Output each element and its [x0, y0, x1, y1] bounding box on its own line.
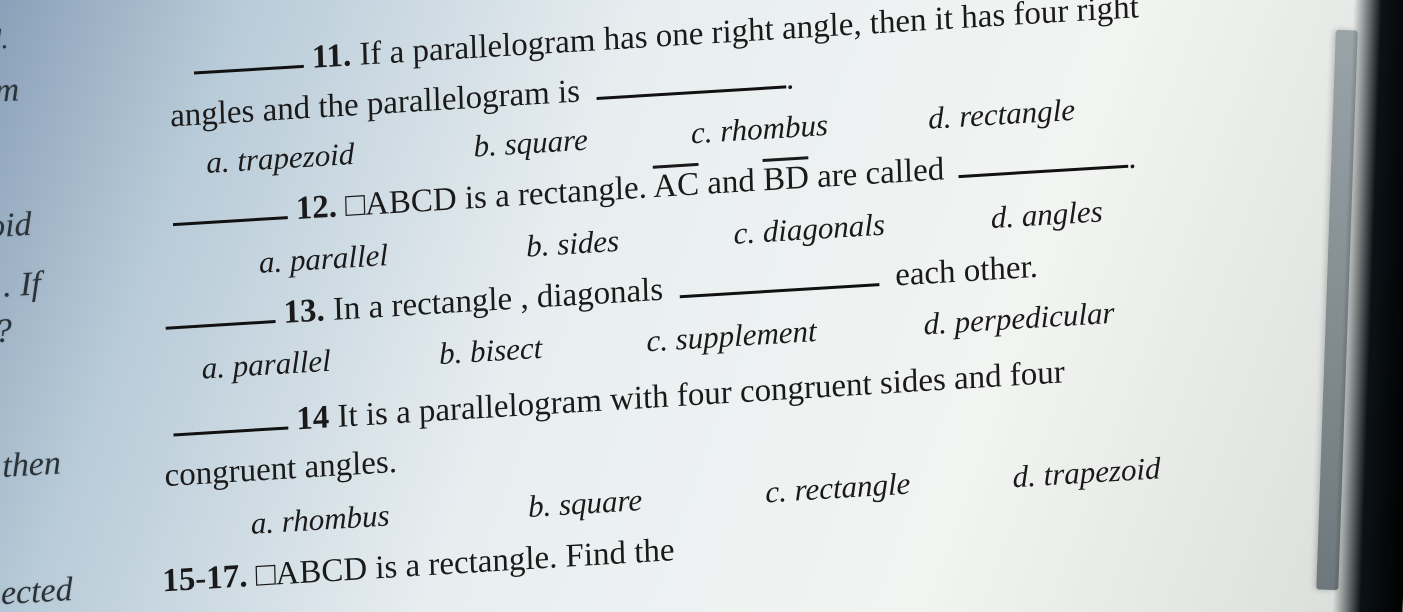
answer-blank-12 — [172, 190, 288, 226]
q11-choice-b: b. square — [473, 116, 684, 165]
question-number-13: 13. — [283, 292, 325, 331]
question-number-14: 14 — [296, 399, 330, 437]
question-14-text2: congruent angles. — [164, 444, 397, 494]
q11-choice-d: d. rectangle — [928, 92, 1076, 137]
answer-blank-14 — [173, 400, 289, 436]
question-15-17: 15-17. □ABCD is a rectangle. Find the — [162, 532, 675, 600]
q14-choice-d: d. trapezoid — [1012, 450, 1161, 495]
q11-choice-c: c. rhombus — [691, 101, 922, 151]
question-13-tail: each other. — [895, 249, 1039, 294]
q12-choice-b: b. sides — [526, 216, 727, 264]
question-15-17-text: □ABCD is a rectangle. Find the — [255, 532, 675, 594]
answer-blank-11 — [193, 39, 304, 75]
question-12-inline-blank — [958, 139, 1128, 179]
q13-choice-c: c. supplement — [646, 307, 916, 359]
question-11-inline-blank — [596, 59, 786, 100]
left-fragment: then — [2, 444, 61, 486]
question-number-11: 11. — [311, 37, 351, 75]
q12-choice-d: d. angles — [990, 193, 1103, 236]
q14-choice-a: a. rhombus — [250, 489, 520, 541]
q11-choice-a: a. trapezoid — [206, 129, 466, 181]
q12-choice-a: a. parallel — [259, 229, 519, 281]
question-number-15-17: 15-17. — [162, 558, 248, 599]
segment-bd: BD — [763, 160, 810, 199]
question-12-text1b: are called — [808, 151, 944, 195]
answer-blank-13 — [165, 294, 276, 330]
q13-choice-a: a. parallel — [201, 337, 432, 387]
left-fragment: nted. — [0, 24, 9, 59]
left-fragment: oid — [0, 206, 32, 247]
question-12-text1a: □ABCD is a rectangle. — [345, 170, 648, 224]
q13-choice-b: b. bisect — [439, 324, 640, 372]
left-fragment: sected — [0, 571, 73, 612]
question-12-mid: and — [699, 162, 764, 202]
q14-choice-b: b. square — [528, 475, 759, 525]
q12-choice-c: c. diagonals — [733, 201, 983, 252]
question-13-text1: In a rectangle , diagonals — [332, 272, 663, 328]
question-14-line2: congruent angles. — [164, 444, 397, 495]
left-fragment: ? — [0, 312, 12, 351]
segment-ac: AC — [653, 166, 700, 205]
q13-choice-d: d. perpedicular — [923, 295, 1115, 343]
left-fragment: 11. If — [0, 265, 41, 307]
question-13-inline-blank — [679, 257, 879, 299]
q14-choice-c: c. rectangle — [765, 460, 1005, 511]
question-number-12: 12. — [295, 188, 337, 227]
left-fragment: m — [0, 71, 20, 111]
